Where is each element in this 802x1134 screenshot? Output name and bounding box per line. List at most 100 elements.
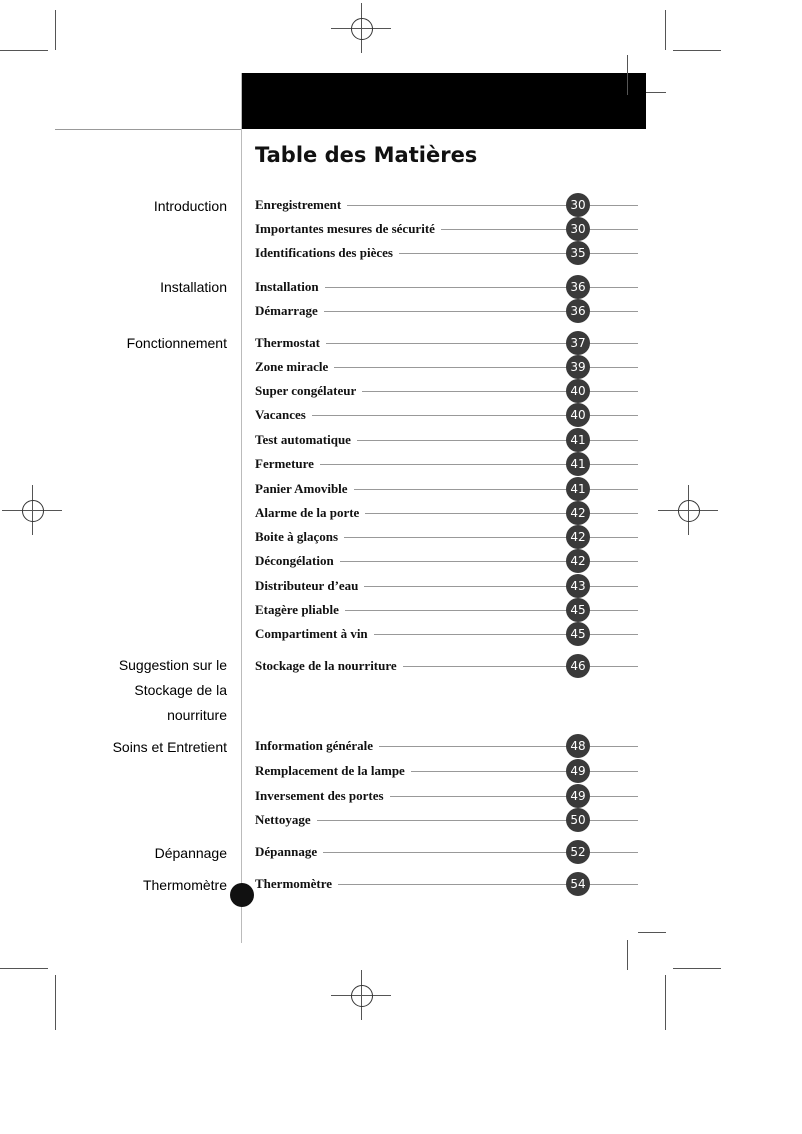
page-number-badge: 40 — [566, 379, 590, 403]
leader-line — [338, 883, 638, 885]
page-number-badge: 43 — [566, 574, 590, 598]
leader-line — [311, 414, 638, 416]
page-number-badge: 42 — [566, 549, 590, 573]
entry-label: Panier Amovible — [255, 481, 348, 496]
page-number-badge: 41 — [566, 477, 590, 501]
toc-entry[interactable]: Boite à glaçons 42 — [255, 525, 638, 549]
page-number-badge: 36 — [566, 299, 590, 323]
section-label: Soins et Entretient — [112, 739, 227, 755]
toc-entry[interactable]: Thermomètre 54 — [255, 872, 638, 896]
toc-entry[interactable]: Zone miracle 39 — [255, 355, 638, 379]
registration-circle — [678, 500, 700, 522]
leader-line — [440, 228, 638, 230]
entry-label: Fermeture — [255, 456, 314, 471]
leader-line — [323, 310, 638, 312]
leader-line — [356, 439, 638, 441]
entry-label: Compartiment à vin — [255, 626, 368, 641]
entry-label: Dépannage — [255, 844, 318, 859]
leader-line — [398, 252, 638, 254]
section-label: Fonctionnement — [126, 335, 227, 351]
crop-mark — [673, 968, 721, 969]
toc-entry[interactable]: Compartiment à vin 45 — [255, 622, 638, 646]
section-label: Suggestion sur le — [118, 657, 227, 673]
registration-circle — [351, 18, 373, 40]
leader-line — [324, 286, 638, 288]
toc-entry[interactable]: Fermeture 41 — [255, 452, 638, 476]
crop-mark — [55, 10, 56, 50]
toc-entry[interactable]: Remplacement de la lampe 49 — [255, 759, 638, 783]
toc-entry[interactable]: Démarrage 36 — [255, 299, 638, 323]
page-number-badge: 48 — [566, 734, 590, 758]
leader-line — [339, 560, 638, 562]
toc-entry[interactable]: Dépannage 52 — [255, 840, 638, 864]
toc-entry[interactable]: Identifications des pièces 35 — [255, 241, 638, 265]
crop-mark — [627, 55, 628, 95]
crop-mark — [55, 975, 56, 1030]
leader-line — [362, 390, 638, 392]
entry-label: Etagère pliable — [255, 602, 339, 617]
toc-entry[interactable]: Etagère pliable 45 — [255, 598, 638, 622]
toc-entry[interactable]: Panier Amovible 41 — [255, 477, 638, 501]
toc-entry[interactable]: Enregistrement 30 — [255, 193, 638, 217]
leader-line — [365, 512, 638, 514]
toc-entry[interactable]: Inversement des portes 49 — [255, 784, 638, 808]
page-number-badge: 35 — [566, 241, 590, 265]
toc-entry[interactable]: Importantes mesures de sécurité 30 — [255, 217, 638, 241]
crop-mark — [646, 92, 666, 93]
leader-line — [353, 488, 638, 490]
toc-entry[interactable]: Super congélateur 40 — [255, 379, 638, 403]
entry-label: Thermomètre — [255, 876, 333, 891]
toc-entry[interactable]: Distributeur d’eau 43 — [255, 574, 638, 598]
leader-line — [402, 665, 638, 667]
crop-mark — [673, 50, 721, 51]
section-label: Installation — [160, 279, 227, 295]
page-number-badge: 45 — [566, 622, 590, 646]
toc-entry[interactable]: Vacances 40 — [255, 403, 638, 427]
entry-label: Vacances — [255, 407, 306, 422]
entry-label: Démarrage — [255, 303, 318, 318]
toc-entry[interactable]: Information générale 48 — [255, 734, 638, 758]
page-number-badge: 36 — [566, 275, 590, 299]
toc-entry[interactable]: Alarme de la porte 42 — [255, 501, 638, 525]
leader-line — [389, 795, 638, 797]
page-number-badge: 42 — [566, 501, 590, 525]
page-number-badge: 50 — [566, 808, 590, 832]
entry-label: Nettoyage — [255, 812, 311, 827]
toc-entry[interactable]: Décongélation 42 — [255, 549, 638, 573]
leader-line — [316, 819, 638, 821]
leader-line — [319, 463, 638, 465]
crop-mark — [665, 975, 666, 1030]
page-number-badge: 45 — [566, 598, 590, 622]
page-number-badge: 52 — [566, 840, 590, 864]
entry-label: Boite à glaçons — [255, 529, 339, 544]
leader-line — [344, 609, 638, 611]
toc-entry[interactable]: Test automatique 41 — [255, 428, 638, 452]
leader-line — [334, 366, 638, 368]
entry-label: Enregistrement — [255, 197, 342, 212]
registration-circle — [22, 500, 44, 522]
section-label: Introduction — [153, 198, 227, 214]
page-number-badge: 49 — [566, 784, 590, 808]
toc-entry[interactable]: Installation 36 — [255, 275, 638, 299]
leader-line — [373, 633, 638, 635]
entry-label: Installation — [255, 279, 319, 294]
toc-entry[interactable]: Nettoyage 50 — [255, 808, 638, 832]
page-number-badge: 40 — [566, 403, 590, 427]
toc-entry[interactable]: Stockage de la nourriture 46 — [255, 654, 638, 678]
crop-mark — [0, 50, 48, 51]
entry-label: Zone miracle — [255, 359, 329, 374]
entry-label: Alarme de la porte — [255, 505, 360, 520]
entry-label: Super congélateur — [255, 383, 357, 398]
section-label: Stockage de la — [134, 682, 227, 698]
toc-entry[interactable]: Thermostat 37 — [255, 331, 638, 355]
page-number-badge: 42 — [566, 525, 590, 549]
crop-mark — [627, 940, 628, 970]
entry-label: Information générale — [255, 738, 374, 753]
page-number-badge: 37 — [566, 331, 590, 355]
page-title: Table des Matières — [255, 143, 478, 167]
header-bar — [241, 73, 646, 129]
entry-label: Importantes mesures de sécurité — [255, 221, 435, 236]
entry-label: Identifications des pièces — [255, 245, 393, 260]
section-label: nourriture — [167, 707, 227, 723]
